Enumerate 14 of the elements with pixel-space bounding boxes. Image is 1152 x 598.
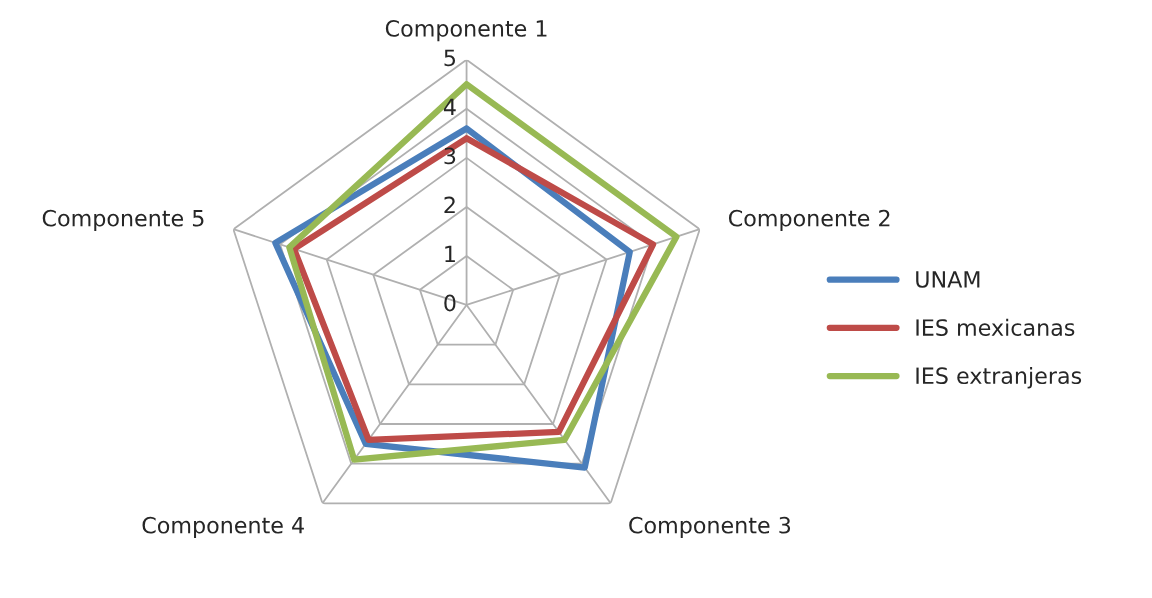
spoke-label: Componente 2 bbox=[728, 209, 890, 231]
y-tick-label: 1 bbox=[445, 245, 455, 263]
spoke-label: Componente 4 bbox=[142, 516, 304, 538]
y-tick-label: 2 bbox=[444, 196, 455, 214]
spoke-label: Componente 1 bbox=[385, 20, 547, 42]
spoke-label: Componente 3 bbox=[629, 516, 791, 538]
y-tick-label: 5 bbox=[444, 49, 456, 67]
spoke-label: Componente 5 bbox=[42, 209, 204, 231]
y-tick-label: 0 bbox=[444, 294, 456, 312]
y-tick-label: 3 bbox=[444, 147, 456, 165]
legend-label: IES extranjeras bbox=[916, 366, 1082, 389]
legend-label: IES mexicanas bbox=[916, 318, 1075, 336]
y-tick-label: 4 bbox=[443, 98, 456, 115]
legend-label: UNAM bbox=[916, 271, 980, 288]
